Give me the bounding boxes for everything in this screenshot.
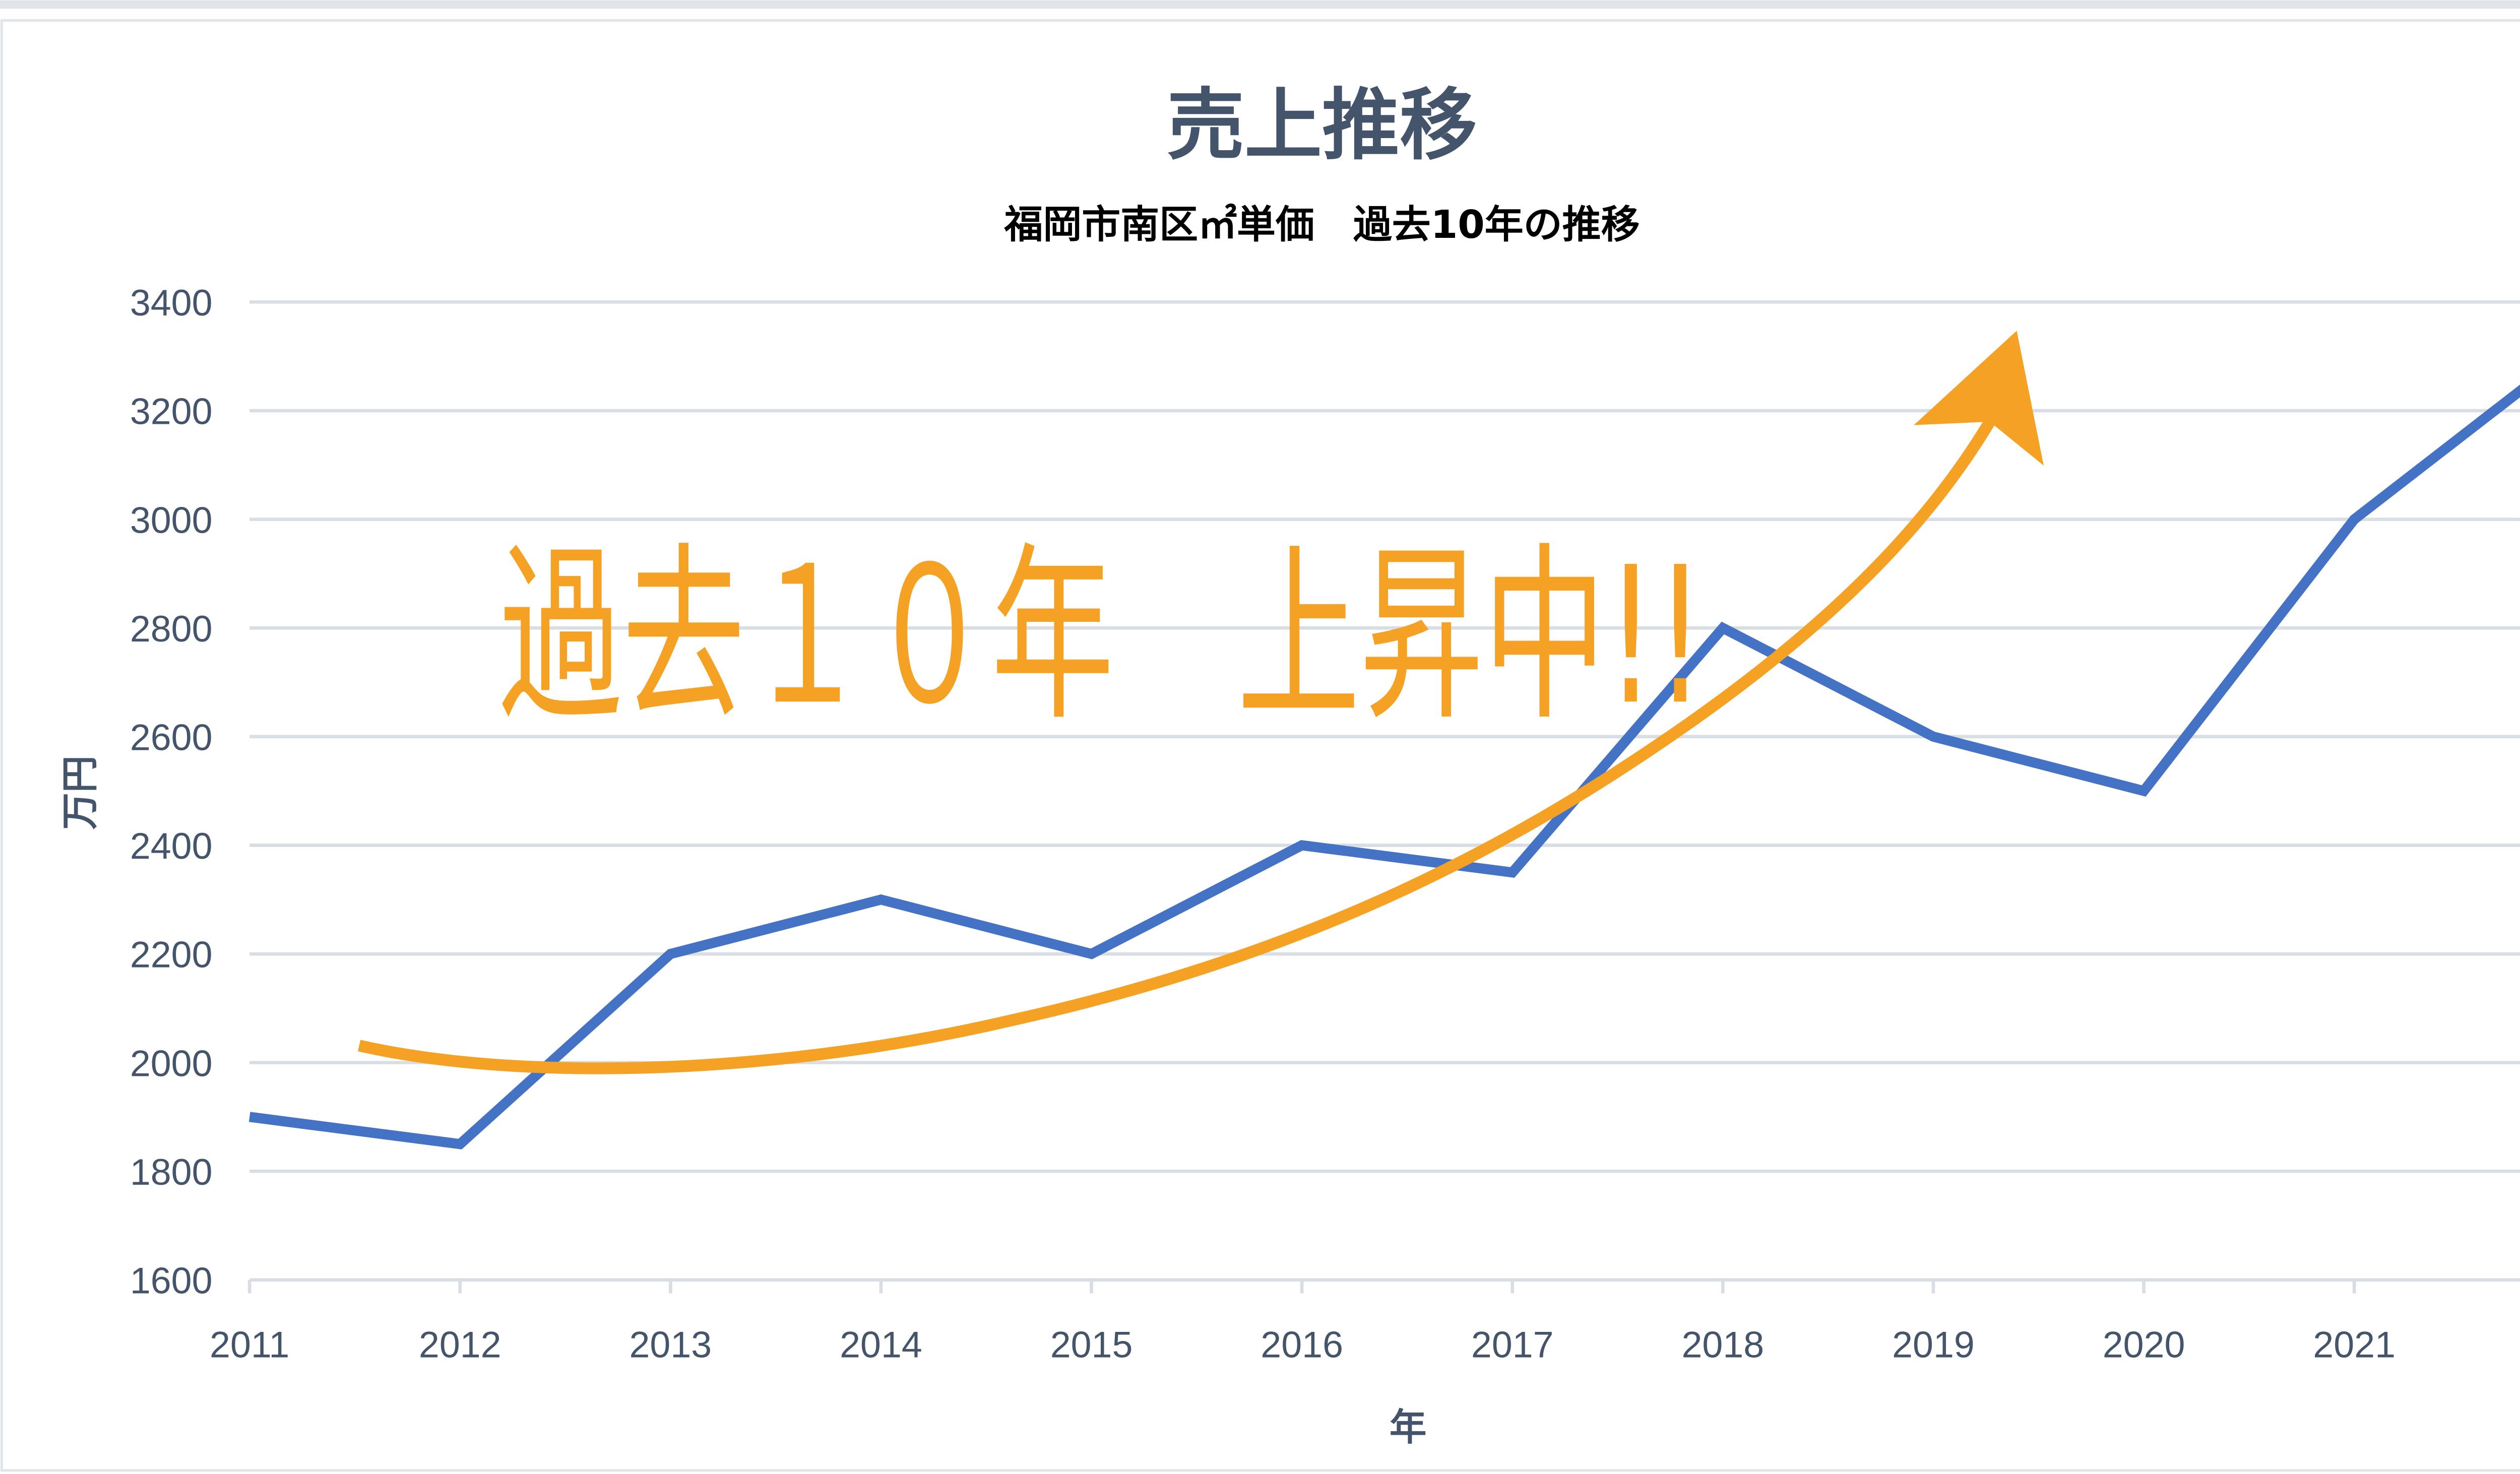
x-tick-label: 2021 [2313,1324,2396,1366]
data-point-2021 [2354,519,2355,520]
y-tick-label: 2000 [130,1042,213,1084]
x-tick-label: 2013 [629,1324,712,1366]
series-line [248,384,2520,1149]
top-strip [0,0,2520,9]
chart-title: 売上推移 [1167,81,1477,171]
x-tick-label: 2018 [1681,1324,1764,1366]
chart-subtitle: 福岡市南区㎡単価 過去10年の推移 [1003,203,1640,247]
y-tick-label: 1800 [130,1151,213,1193]
x-tick-label: 2020 [2103,1324,2185,1366]
y-tick-label: 1600 [130,1260,213,1302]
x-tick-label: 2014 [840,1324,922,1366]
annotation-text: 過去１０年 上昇中!! [499,527,1705,746]
x-tick-label: 2017 [1471,1324,1554,1366]
chart-frame [0,19,2520,1472]
x-tick-label: 2011 [210,1324,289,1366]
x-axis-label: 年 [1390,1406,1427,1449]
trend-arrow-curve [358,418,1995,1074]
x-tick-label: 2019 [1892,1324,1975,1366]
y-axis-label: 万円 [59,755,102,829]
data-point-2017 [1512,872,1513,873]
y-tick-label: 3400 [130,282,213,324]
x-tick-label: 2012 [419,1324,501,1366]
y-tick-label: 2200 [130,934,213,976]
y-tick-label: 3000 [130,499,213,541]
y-tick-label: 2800 [130,608,213,650]
trend-arrow-head [1914,331,2044,466]
y-tick-label: 2400 [130,825,213,867]
x-tick-label: 2015 [1050,1324,1133,1366]
x-tick-label: 2016 [1261,1324,1343,1366]
data-point-2019 [1933,736,1934,737]
y-tick-label: 3200 [130,391,213,432]
y-tick-label: 2600 [130,717,213,758]
